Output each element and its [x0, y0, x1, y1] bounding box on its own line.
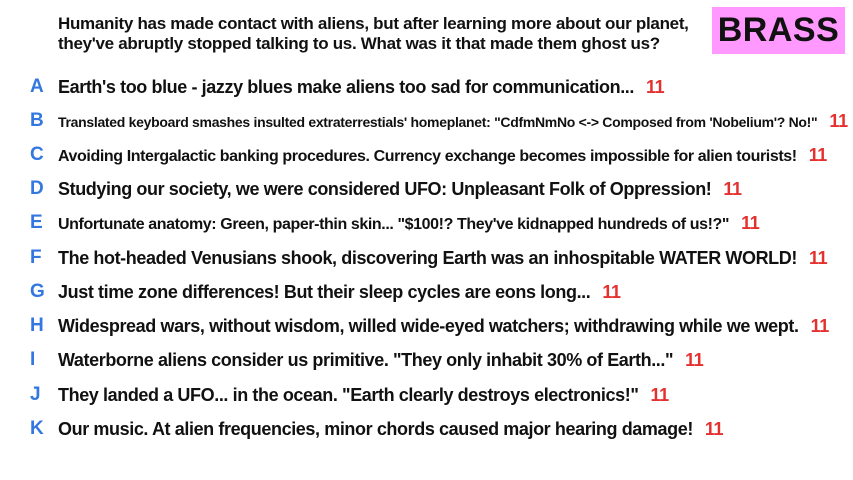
- answer-score: 11: [810, 315, 830, 336]
- answer-text: Studying our society, we were considered…: [58, 178, 712, 199]
- answer-letter: H: [30, 315, 44, 336]
- answer-content: Studying our society, we were considered…: [58, 179, 742, 200]
- question-line-1: Humanity has made contact with aliens, b…: [58, 14, 689, 33]
- question-prompt: Humanity has made contact with aliens, b…: [58, 14, 698, 54]
- answer-score: 11: [685, 349, 704, 370]
- answer-content: Our music. At alien frequencies, minor c…: [58, 418, 724, 440]
- answer-content: Unfortunate anatomy: Green, paper-thin s…: [58, 212, 760, 234]
- answer-score: 11: [829, 110, 848, 131]
- answer-text: Avoiding Intergalactic banking procedure…: [58, 147, 797, 165]
- answer-letter: B: [30, 110, 44, 131]
- answer-text: Waterborne aliens consider us primitive.…: [58, 349, 674, 370]
- answer-content: Avoiding Intergalactic banking procedure…: [58, 145, 827, 166]
- answer-letter: F: [30, 247, 42, 268]
- answer-letter: J: [30, 384, 41, 405]
- answer-content: They landed a UFO... in the ocean. "Eart…: [58, 385, 669, 406]
- answer-letter: C: [30, 144, 44, 165]
- answer-score: 11: [808, 144, 828, 165]
- answer-text: Our music. At alien frequencies, minor c…: [58, 418, 693, 439]
- answer-content: Widespread wars, without wisdom, willed …: [58, 316, 829, 337]
- answer-text: Translated keyboard smashes insulted ext…: [58, 113, 818, 130]
- answer-letter: I: [30, 349, 36, 370]
- answer-content: Waterborne aliens consider us primitive.…: [58, 349, 704, 371]
- answer-score: 11: [808, 247, 828, 268]
- answer-score: 11: [602, 281, 621, 302]
- answer-score: 11: [704, 418, 724, 439]
- answer-text: Widespread wars, without wisdom, willed …: [58, 315, 799, 336]
- answer-score: 11: [650, 384, 669, 405]
- answer-content: The hot-headed Venusians shook, discover…: [58, 247, 828, 269]
- answer-letter: A: [30, 76, 44, 97]
- answer-letter: D: [30, 178, 44, 199]
- answer-text: Unfortunate anatomy: Green, paper-thin s…: [58, 215, 730, 233]
- answer-score: 11: [741, 212, 760, 233]
- answer-text: They landed a UFO... in the ocean. "Eart…: [58, 384, 639, 405]
- answer-content: Translated keyboard smashes insulted ext…: [58, 111, 848, 132]
- answer-text: The hot-headed Venusians shook, discover…: [58, 247, 797, 268]
- answer-letter: E: [30, 212, 43, 233]
- answer-content: Just time zone differences! But their sl…: [58, 282, 621, 303]
- answer-score: 11: [646, 76, 665, 97]
- answer-text: Earth's too blue - jazzy blues make alie…: [58, 76, 635, 97]
- team-badge: BRASS: [712, 7, 845, 54]
- answer-letter: K: [30, 418, 44, 439]
- answer-score: 11: [723, 178, 742, 199]
- question-line-2: they've abruptly stopped talking to us. …: [58, 34, 660, 53]
- answer-content: Earth's too blue - jazzy blues make alie…: [58, 76, 665, 98]
- answer-text: Just time zone differences! But their sl…: [58, 281, 591, 302]
- answer-letter: G: [30, 281, 45, 302]
